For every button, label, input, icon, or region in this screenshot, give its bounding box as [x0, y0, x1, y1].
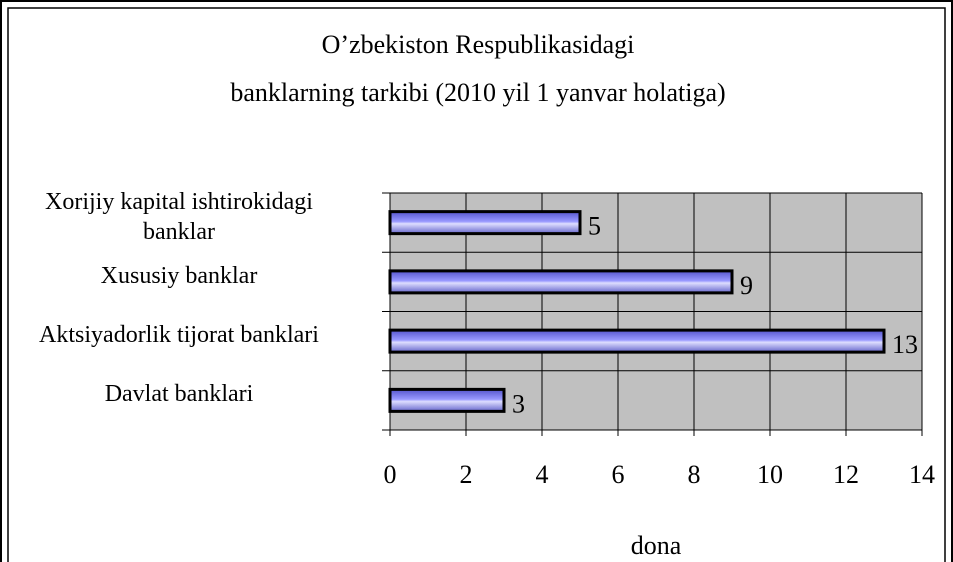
x-tick-label: 8	[688, 460, 701, 489]
bar	[388, 328, 886, 354]
category-label: Aktsiyadorlik tijorat banklari	[39, 322, 319, 349]
x-tick-label: 12	[833, 460, 859, 489]
data-label: 5	[588, 212, 601, 241]
bar	[388, 269, 734, 295]
x-tick-label: 6	[612, 460, 625, 489]
category-label: Xorijiy kapital ishtirokidagi banklar	[45, 188, 313, 245]
x-tick-label: 14	[909, 460, 935, 489]
x-tick-label: 4	[536, 460, 549, 489]
category-label: Xususiy banklar	[100, 262, 258, 289]
inner-frame	[7, 7, 946, 562]
data-label: 13	[892, 330, 918, 359]
data-label: 3	[512, 389, 525, 418]
x-tick-label: 2	[460, 460, 473, 489]
x-tick-label: 10	[757, 460, 783, 489]
category-label: Davlat banklari	[104, 381, 254, 408]
bar	[388, 387, 506, 413]
x-axis-label: dona	[631, 531, 682, 560]
data-label: 9	[740, 271, 753, 300]
bar	[388, 210, 582, 236]
chart-title: banklarning tarkibi (2010 yil 1 yanvar h…	[230, 78, 725, 107]
chart-title: O’zbekiston Respublikasidagi	[322, 30, 635, 59]
x-tick-label: 0	[384, 460, 397, 489]
